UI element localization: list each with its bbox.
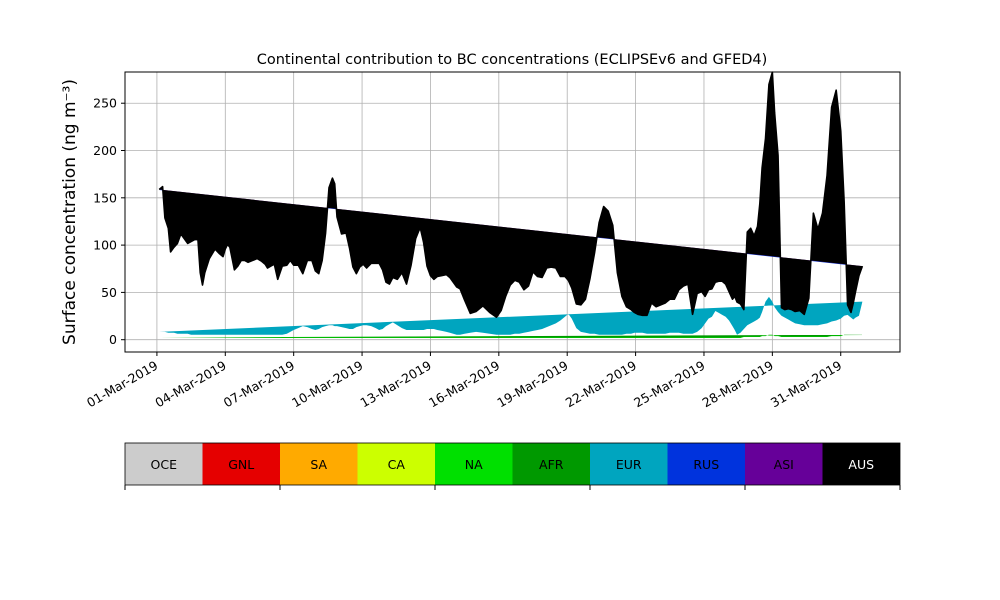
legend-label-ca: CA: [388, 457, 406, 472]
y-tick-label: 50: [101, 285, 117, 300]
legend-label-eur: EUR: [616, 457, 642, 472]
legend-label-sa: SA: [310, 457, 327, 472]
legend-swatch-aus: [822, 443, 900, 485]
y-tick-label: 150: [93, 190, 117, 205]
area-series-eur: [159, 296, 863, 335]
legend-label-aus: AUS: [848, 457, 874, 472]
total-line: [158, 71, 864, 318]
y-tick-label: 0: [109, 332, 117, 347]
plot-frame: [124, 71, 901, 353]
legend-label-na: NA: [465, 457, 483, 472]
legend-label-rus: RUS: [693, 457, 719, 472]
total-line-layer: [158, 71, 864, 318]
legend-swatch-afr: [512, 443, 590, 485]
y-tick-label: 200: [93, 143, 117, 158]
y-tick-label: 250: [93, 96, 117, 111]
legend-swatch-asi: [745, 443, 823, 485]
legend-label-afr: AFR: [539, 457, 564, 472]
y-axis-label: Surface concentration (ng m⁻³): [60, 79, 80, 345]
legend-label-gnl: GNL: [228, 457, 254, 472]
legend: OCE GNL SA CA NA AFR EUR RUS ASI AUS: [124, 442, 901, 490]
legend-label-asi: ASI: [774, 457, 794, 472]
area-series-aus: [159, 72, 863, 318]
legend-swatch-oce: [125, 443, 203, 485]
legend-swatch-gnl: [202, 443, 280, 485]
chart-title: Continental contribution to BC concentra…: [257, 52, 768, 68]
y-tick-label: 100: [93, 238, 117, 253]
legend-swatch-sa: [280, 443, 358, 485]
legend-swatch-na: [435, 443, 513, 485]
legend-swatch-rus: [667, 443, 745, 485]
area-series-afr: [159, 334, 863, 338]
legend-label-oce: OCE: [151, 457, 178, 472]
legend-frame: [124, 442, 901, 486]
y-axis: 0 50 100 150 200 250: [93, 96, 125, 347]
legend-swatch-eur: [590, 443, 668, 485]
legend-swatch-ca: [357, 443, 435, 485]
stacked-areas: [159, 72, 863, 338]
